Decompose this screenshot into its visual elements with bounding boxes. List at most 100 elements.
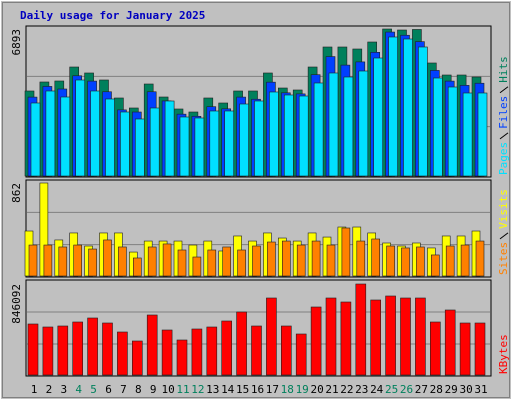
bar bbox=[296, 244, 306, 277]
bar bbox=[237, 249, 246, 277]
bar bbox=[432, 77, 443, 177]
bar bbox=[358, 70, 369, 177]
x-tick-label: 5 bbox=[90, 383, 97, 396]
bar bbox=[460, 244, 470, 277]
bar bbox=[475, 240, 485, 277]
bar bbox=[30, 102, 41, 177]
x-tick-label: 1 bbox=[31, 383, 38, 396]
x-tick-label: 9 bbox=[150, 383, 157, 396]
x-tick-label: 30 bbox=[459, 383, 472, 396]
x-tick-label: 7 bbox=[120, 383, 127, 396]
x-tick-label: 21 bbox=[325, 383, 338, 396]
x-tick-label: 17 bbox=[266, 383, 279, 396]
bar bbox=[340, 301, 352, 376]
x-tick-label: 2 bbox=[46, 383, 53, 396]
bar bbox=[356, 240, 366, 277]
x-tick-label: 15 bbox=[236, 383, 249, 396]
legend-separator bbox=[499, 232, 509, 240]
bar bbox=[135, 118, 145, 177]
bar bbox=[72, 321, 83, 376]
bar bbox=[313, 82, 324, 177]
bar bbox=[75, 79, 85, 177]
bar bbox=[401, 247, 410, 277]
bar bbox=[209, 110, 220, 177]
bar bbox=[281, 240, 291, 277]
legend-separator bbox=[499, 86, 509, 94]
legend-label: Sites bbox=[497, 242, 510, 275]
bar bbox=[310, 306, 322, 376]
bar bbox=[147, 246, 157, 277]
bar bbox=[341, 227, 351, 277]
y-tick-label: 862 bbox=[10, 183, 23, 203]
x-tick-label: 25 bbox=[385, 383, 398, 396]
bar bbox=[266, 297, 277, 376]
bar bbox=[192, 256, 202, 277]
legend-label: Hits bbox=[497, 56, 510, 83]
bar bbox=[429, 321, 441, 376]
bar bbox=[295, 333, 307, 376]
x-tick-label: 31 bbox=[474, 383, 487, 396]
bar bbox=[191, 328, 203, 376]
x-tick-label: 6 bbox=[105, 383, 112, 396]
legend-label: Pages bbox=[497, 142, 510, 175]
bar bbox=[239, 103, 249, 177]
bar bbox=[355, 283, 367, 376]
bar bbox=[132, 340, 143, 376]
bar bbox=[267, 241, 276, 277]
bar bbox=[222, 246, 231, 277]
bar bbox=[221, 320, 232, 376]
bar bbox=[87, 317, 98, 376]
bar bbox=[179, 116, 190, 177]
x-tick-label: 27 bbox=[415, 383, 428, 396]
legend-label: Visits bbox=[497, 189, 510, 229]
bar bbox=[146, 314, 158, 376]
x-tick-label: 13 bbox=[206, 383, 219, 396]
bar bbox=[43, 244, 53, 277]
x-tick-label: 29 bbox=[445, 383, 458, 396]
bar bbox=[45, 90, 56, 177]
bar bbox=[416, 246, 425, 277]
bar bbox=[343, 76, 354, 177]
legend-separator bbox=[499, 132, 509, 140]
x-tick-label: 10 bbox=[161, 383, 174, 396]
x-tick-label: 23 bbox=[355, 383, 368, 396]
bar bbox=[459, 322, 471, 376]
chart-title: Daily usage for January 2025 bbox=[20, 9, 205, 22]
bar bbox=[103, 239, 112, 277]
bar bbox=[206, 326, 218, 376]
x-tick-label: 14 bbox=[221, 383, 235, 396]
x-tick-label: 19 bbox=[296, 383, 309, 396]
bar bbox=[283, 94, 294, 177]
bar bbox=[430, 254, 440, 277]
bar bbox=[477, 92, 488, 177]
bar bbox=[415, 297, 426, 376]
bar bbox=[27, 323, 39, 376]
x-tick-label: 4 bbox=[75, 383, 82, 396]
x-tick-label: 11 bbox=[176, 383, 189, 396]
x-tick-label: 28 bbox=[430, 383, 443, 396]
y-tick-label: 6893 bbox=[10, 29, 23, 56]
x-tick-label: 18 bbox=[281, 383, 294, 396]
bar bbox=[133, 257, 142, 277]
bar bbox=[162, 243, 172, 277]
bar bbox=[298, 95, 309, 177]
bar bbox=[90, 90, 100, 177]
y-tick-label: 846092 bbox=[10, 284, 23, 324]
bar bbox=[370, 299, 382, 376]
bar bbox=[445, 245, 455, 277]
bar bbox=[177, 249, 187, 277]
bar bbox=[102, 322, 113, 376]
x-tick-label: 20 bbox=[310, 383, 323, 396]
x-tick-label: 12 bbox=[191, 383, 204, 396]
bar bbox=[325, 297, 337, 376]
x-tick-label: 22 bbox=[340, 383, 353, 396]
bar bbox=[418, 46, 428, 177]
bar bbox=[447, 86, 458, 177]
x-tick-label: 8 bbox=[135, 383, 142, 396]
bar bbox=[207, 249, 217, 277]
bar bbox=[444, 309, 456, 376]
bar bbox=[252, 245, 261, 277]
